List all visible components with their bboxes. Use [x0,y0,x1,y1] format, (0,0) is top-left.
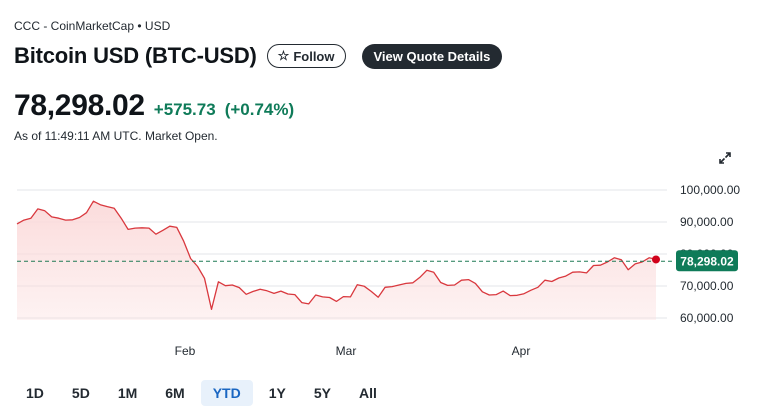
follow-label: Follow [293,48,335,64]
price-change: +575.73 [153,100,216,119]
last-price-dot [652,255,660,264]
page-title: Bitcoin USD (BTC-USD) [14,43,257,68]
range-1m[interactable]: 1M [117,385,138,401]
price-row: 78,298.02 +575.73 (+0.74%) [14,89,294,123]
star-outline-icon: ☆ [277,48,290,63]
range-6m[interactable]: 6M [165,385,185,401]
range-5y[interactable]: 5Y [313,385,331,401]
range-ytd[interactable]: YTD [200,380,253,406]
y-tick-label: 60,000.00 [680,311,734,325]
x-tick-label: Apr [512,344,531,358]
y-tick-label: 90,000.00 [680,215,734,229]
expand-chart-icon[interactable] [717,150,733,166]
y-tick-label: 100,000.00 [680,183,740,197]
range-1y[interactable]: 1Y [268,385,286,401]
price-line [16,200,657,311]
x-tick-label: Feb [175,344,196,358]
range-selector: 1D 5D 1M 6M YTD 1Y 5Y All [14,380,393,406]
y-tick-label: 70,000.00 [680,279,734,293]
current-price-tag-label: 78,298.02 [680,254,734,268]
price-change-percent: (+0.74%) [224,100,295,119]
x-tick-label: Mar [336,344,357,358]
current-price-tag [676,250,738,272]
price-chart[interactable]: 100,000.0090,000.0080,000.0070,000.0060,… [0,170,767,370]
view-quote-details-button[interactable]: View Quote Details [361,43,503,69]
range-all[interactable]: All [358,385,377,401]
range-1d[interactable]: 1D [26,385,44,401]
market-status: As of 11:49:11 AM UTC. Market Open. [14,129,218,143]
quote-source: CCC - CoinMarketCap • USD [14,19,171,33]
range-5d[interactable]: 5D [71,385,90,401]
current-price: 78,298.02 [14,89,145,122]
price-area-fill [17,201,656,320]
follow-button[interactable]: ☆ Follow [266,44,346,68]
title-row: Bitcoin USD (BTC-USD) ☆ Follow View Quot… [14,43,503,69]
